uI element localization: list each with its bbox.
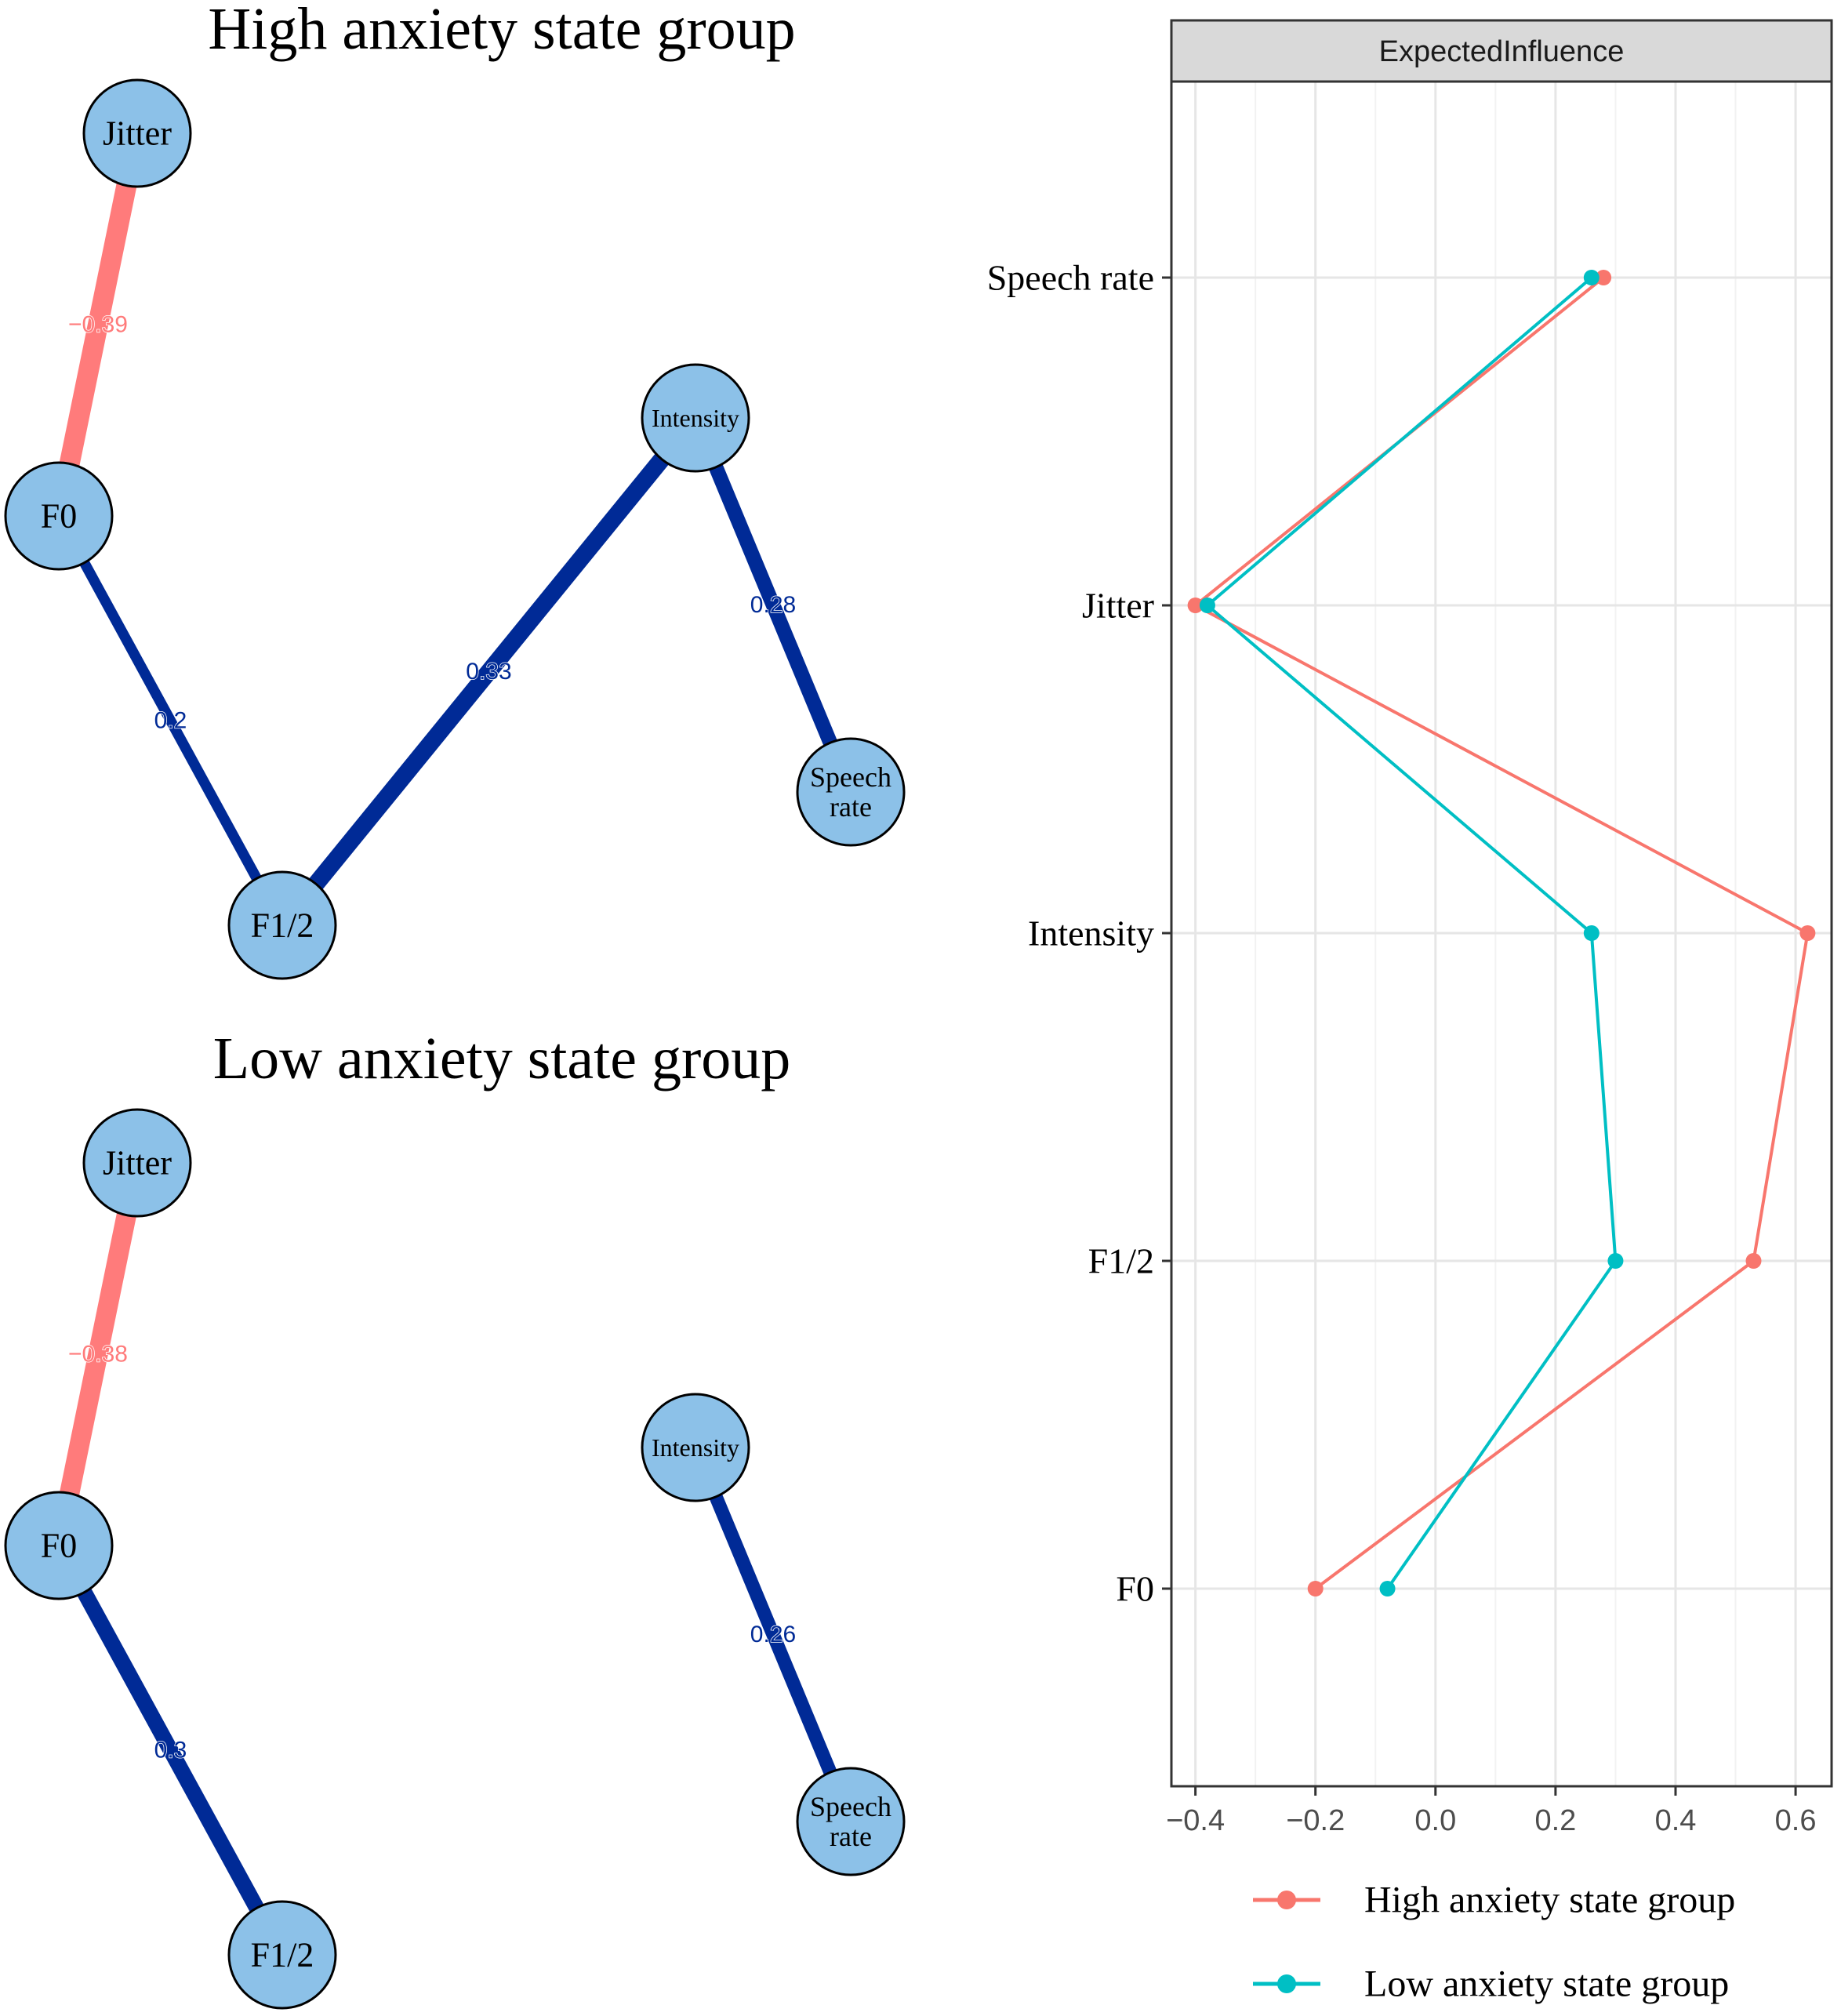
node-label-intensity: Intensity <box>652 404 739 432</box>
node-intensity <box>641 1393 750 1502</box>
series-points <box>1187 270 1816 1596</box>
data-point-high <box>1596 270 1612 285</box>
strip-title: ExpectedInfluence <box>1379 35 1625 68</box>
node-speech <box>796 737 906 847</box>
edge-weight-label: 0.26 <box>750 1622 796 1647</box>
y-tick-label: F1/2 <box>1088 1241 1154 1281</box>
legend: High anxiety state group Low anxiety stat… <box>1253 1880 1735 2005</box>
y-tick-label: F0 <box>1116 1569 1154 1609</box>
network-edge-intensity-speech <box>688 1444 858 1825</box>
x-tick-label: 0.6 <box>1775 1804 1817 1837</box>
x-axis: −0.4 −0.2 0.0 0.2 0.4 0.6 <box>1166 1786 1816 1837</box>
edge-weight-label: 0.28 <box>750 592 796 618</box>
data-point-high <box>1307 1581 1324 1596</box>
node-f0 <box>4 461 114 571</box>
node-label-f0: F0 <box>41 497 77 536</box>
node-speech <box>796 1767 906 1876</box>
node-intensity <box>641 363 750 473</box>
low-anxiety-network-title: Low anxiety state group <box>213 1026 791 1092</box>
data-point-low <box>1583 925 1600 941</box>
data-point-high <box>1187 598 1204 613</box>
x-tick-label: −0.4 <box>1166 1804 1225 1837</box>
strip-header <box>1170 19 1833 83</box>
legend-key-point <box>1277 1891 1296 1909</box>
edge-weight-label: −0.39 <box>68 312 128 338</box>
high-anxiety-network: High anxiety state group −0.39 0.2 0.33 0.2… <box>4 0 906 980</box>
data-point-low <box>1199 598 1215 613</box>
node-label-speech: rate <box>830 791 872 823</box>
edge-weight-label: −0.38 <box>68 1342 128 1368</box>
node-f12 <box>227 1900 337 2010</box>
node-f0 <box>4 1491 114 1600</box>
node-label-speech: Speech <box>810 1791 891 1822</box>
legend-label-low: Low anxiety state group <box>1364 1963 1729 2005</box>
edge-weight-label: 0.33 <box>466 659 511 685</box>
x-tick-label: 0.2 <box>1534 1804 1576 1837</box>
node-f12 <box>227 870 337 980</box>
data-point-low <box>1607 1253 1624 1269</box>
y-tick-label: Intensity <box>1028 914 1154 954</box>
legend-label-high: High anxiety state group <box>1364 1880 1735 1921</box>
network-edge-f0-f12 <box>54 513 287 928</box>
data-point-low <box>1379 1581 1396 1596</box>
network-edge-f0-f12 <box>52 1542 289 1959</box>
network-edge-jitter-f0 <box>49 1161 147 1548</box>
edge-weight-label: 0.3 <box>154 1738 187 1764</box>
x-tick-label: 0.4 <box>1655 1804 1697 1837</box>
y-tick-label: Jitter <box>1082 586 1154 626</box>
edge-weight-label: 0.2 <box>154 708 187 734</box>
node-label-jitter: Jitter <box>103 1144 172 1182</box>
high-anxiety-network-title: High anxiety state group <box>208 0 795 62</box>
data-point-low <box>1583 270 1600 285</box>
node-label-jitter: Jitter <box>103 114 172 153</box>
data-point-high <box>1799 925 1816 941</box>
node-jitter <box>82 1108 192 1218</box>
data-point-high <box>1745 1253 1762 1269</box>
node-label-intensity: Intensity <box>652 1433 739 1462</box>
network-edge-jitter-f0 <box>49 131 147 518</box>
node-label-f12: F1/2 <box>251 906 314 945</box>
y-tick-label: Speech rate <box>987 258 1154 298</box>
expected-influence-chart: ExpectedInfluence Speech rate Jitter Inten… <box>987 19 1833 2005</box>
y-axis: Speech rate Jitter Intensity F1/2 F0 <box>987 258 1171 1609</box>
x-tick-label: −0.2 <box>1286 1804 1345 1837</box>
node-label-speech: rate <box>830 1821 872 1852</box>
x-tick-label: 0.0 <box>1414 1804 1456 1837</box>
network-edge-f12-intensity <box>275 412 703 931</box>
grid-lines <box>1171 82 1832 1786</box>
network-edge-intensity-speech <box>688 415 858 795</box>
node-label-speech: Speech <box>810 761 891 793</box>
node-label-f12: F1/2 <box>251 1936 314 1974</box>
node-jitter <box>82 78 192 188</box>
legend-key-point <box>1277 1974 1296 1993</box>
node-label-f0: F0 <box>41 1527 77 1565</box>
low-anxiety-network: Low anxiety state group −0.38 0.3 0.26 Jit… <box>4 1026 906 2010</box>
